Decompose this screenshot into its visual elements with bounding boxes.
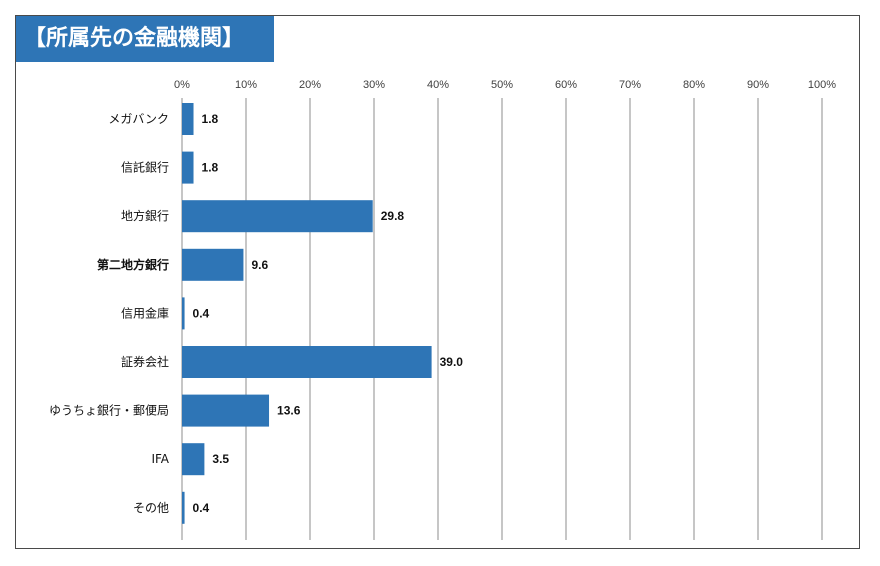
category-label: ゆうちょ銀行・郵便局 — [49, 404, 169, 418]
category-label: メガバンク — [108, 112, 169, 126]
bar — [182, 346, 432, 378]
x-tick-label: 10% — [235, 79, 257, 91]
data-label: 29.8 — [381, 209, 405, 223]
x-tick-label: 0% — [174, 79, 190, 91]
bar — [182, 297, 185, 330]
bars — [182, 103, 432, 524]
gridlines — [181, 98, 823, 540]
x-tick-label: 100% — [808, 79, 836, 91]
category-label: その他 — [133, 501, 169, 515]
data-label: 3.5 — [212, 452, 229, 466]
data-label: 39.0 — [440, 355, 464, 369]
category-label: 信託銀行 — [121, 160, 169, 175]
bar — [182, 248, 244, 281]
data-label: 0.4 — [193, 501, 210, 515]
bar — [182, 394, 270, 427]
category-label: 第二地方銀行 — [97, 257, 169, 272]
category-label: IFA — [151, 452, 169, 466]
bar — [182, 491, 185, 524]
category-label: 地方銀行 — [121, 208, 169, 223]
data-label: 0.4 — [193, 306, 210, 320]
bar — [182, 103, 194, 135]
x-tick-labels: 0% 10% 20% 30% 40% 50% 60% 70% 80% 90% 100% — [174, 79, 836, 91]
x-tick-label: 70% — [619, 79, 641, 91]
x-tick-label: 20% — [299, 79, 321, 91]
x-tick-label: 30% — [363, 79, 385, 91]
x-tick-label: 40% — [427, 79, 449, 91]
x-tick-label: 90% — [747, 79, 769, 91]
bar — [182, 443, 205, 476]
bar — [182, 200, 373, 233]
data-labels: 1.8 1.8 29.8 9.6 0.4 39.0 13.6 3.5 0.4 — [193, 112, 464, 515]
data-label: 13.6 — [277, 404, 301, 418]
data-label: 1.8 — [202, 161, 219, 175]
x-tick-label: 60% — [555, 79, 577, 91]
bar — [182, 151, 194, 184]
category-label: 信用金庫 — [121, 305, 169, 320]
category-label: 証券会社 — [121, 354, 169, 369]
chart-title: 【所属先の金融機関】 — [16, 16, 274, 62]
x-tick-label: 80% — [683, 79, 705, 91]
data-label: 1.8 — [202, 112, 219, 126]
x-tick-label: 50% — [491, 79, 513, 91]
data-label: 9.6 — [251, 258, 268, 272]
